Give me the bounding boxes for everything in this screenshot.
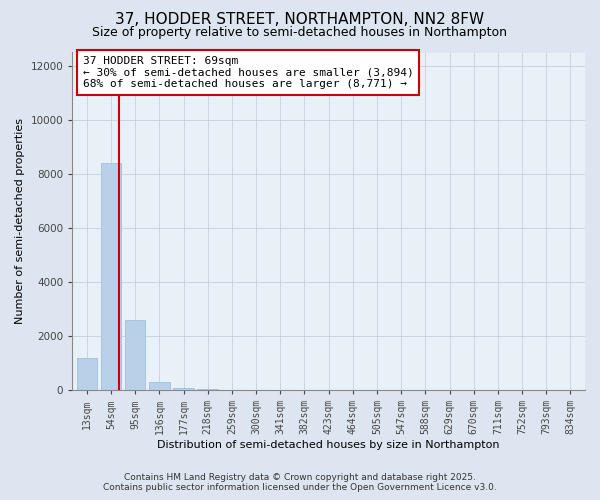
Bar [149, 382, 170, 390]
X-axis label: Distribution of semi-detached houses by size in Northampton: Distribution of semi-detached houses by … [157, 440, 500, 450]
Text: Size of property relative to semi-detached houses in Northampton: Size of property relative to semi-detach… [92, 26, 508, 39]
Bar [77, 358, 97, 390]
Text: 37, HODDER STREET, NORTHAMPTON, NN2 8FW: 37, HODDER STREET, NORTHAMPTON, NN2 8FW [115, 12, 485, 28]
Y-axis label: Number of semi-detached properties: Number of semi-detached properties [15, 118, 25, 324]
Text: Contains HM Land Registry data © Crown copyright and database right 2025.
Contai: Contains HM Land Registry data © Crown c… [103, 473, 497, 492]
Text: 37 HODDER STREET: 69sqm
← 30% of semi-detached houses are smaller (3,894)
68% of: 37 HODDER STREET: 69sqm ← 30% of semi-de… [83, 56, 413, 89]
Bar [125, 320, 145, 390]
Bar [173, 388, 194, 390]
Bar [101, 164, 121, 390]
